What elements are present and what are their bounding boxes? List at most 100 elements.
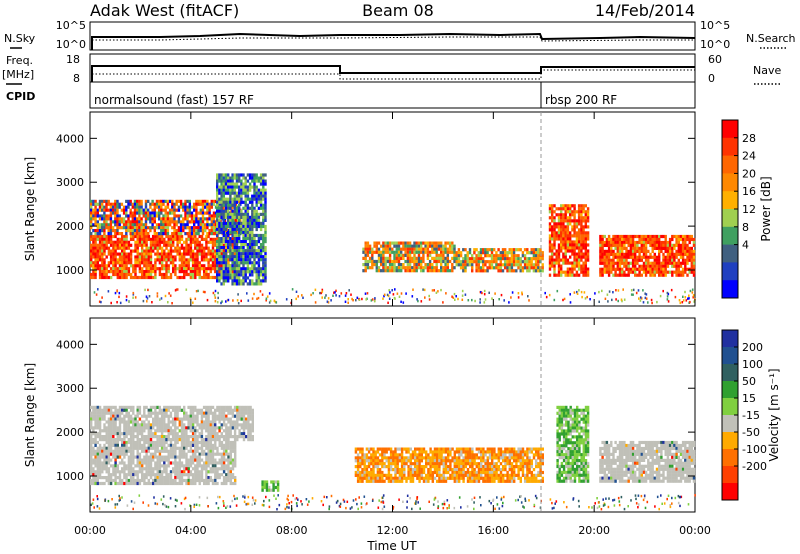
- range-cell: [193, 232, 196, 236]
- range-cell: [571, 267, 574, 271]
- range-cell: [251, 270, 254, 274]
- speckle-cell: [461, 289, 464, 293]
- range-cell: [132, 467, 135, 471]
- speckle-cell: [273, 299, 276, 302]
- range-cell: [163, 443, 166, 447]
- range-cell: [201, 229, 205, 233]
- range-cell: [189, 440, 193, 445]
- range-cell: [220, 473, 224, 477]
- power-near-range-speckle: [93, 288, 696, 305]
- range-cell: [163, 249, 166, 253]
- range-cell: [255, 209, 258, 213]
- range-cell: [121, 446, 124, 450]
- range-cell: [103, 446, 106, 450]
- range-cell: [94, 440, 97, 445]
- range-cell: [671, 249, 674, 253]
- range-cell: [238, 227, 241, 232]
- range-cell: [204, 223, 207, 227]
- speckle-cell: [132, 291, 135, 295]
- range-cell: [426, 244, 430, 248]
- range-cell: [224, 255, 228, 259]
- range-cell: [162, 199, 165, 203]
- range-cell: [616, 252, 619, 256]
- speckle-cell: [169, 294, 172, 297]
- range-cell: [653, 258, 656, 262]
- range-cell: [196, 461, 199, 465]
- range-cell: [453, 253, 456, 257]
- range-cell: [96, 211, 99, 215]
- range-cell: [116, 440, 119, 445]
- range-cell: [413, 269, 416, 273]
- speckle-cell: [227, 298, 230, 302]
- range-cell: [224, 258, 228, 262]
- speckle-cell: [442, 301, 444, 304]
- range-cell: [107, 452, 111, 456]
- range-cell: [235, 197, 239, 201]
- range-cell: [415, 263, 418, 267]
- range-cell: [242, 276, 245, 280]
- range-cell: [121, 261, 124, 265]
- range-cell: [551, 246, 554, 250]
- range-cell: [158, 470, 162, 474]
- speckle-cell: [682, 299, 685, 302]
- range-cell: [384, 269, 387, 273]
- range-cell: [442, 269, 445, 273]
- range-cell: [154, 481, 157, 486]
- range-cell: [185, 440, 188, 445]
- range-cell: [121, 267, 124, 271]
- range-cell: [118, 217, 121, 221]
- range-cell: [551, 264, 554, 268]
- range-cell: [634, 264, 637, 268]
- range-cell: [601, 252, 604, 256]
- range-cell: [631, 252, 635, 256]
- range-cell: [364, 244, 367, 248]
- range-cell: [194, 243, 197, 247]
- range-cell: [196, 449, 199, 453]
- range-cell: [96, 464, 99, 468]
- range-cell: [118, 446, 122, 450]
- range-cell: [653, 273, 656, 277]
- range-cell: [555, 261, 558, 265]
- range-cell: [160, 220, 163, 224]
- range-cell: [136, 229, 139, 233]
- range-cell: [194, 467, 197, 471]
- range-cell: [262, 173, 265, 177]
- range-cell: [459, 254, 463, 258]
- range-cell: [395, 241, 398, 245]
- range-cell: [553, 243, 556, 247]
- range-cell: [234, 252, 237, 256]
- range-cell: [253, 270, 256, 274]
- range-cell: [364, 253, 367, 257]
- range-cell: [562, 258, 565, 262]
- range-cell: [154, 440, 157, 445]
- range-cell: [145, 249, 148, 253]
- range-cell: [220, 200, 223, 204]
- range-cell: [229, 218, 232, 222]
- range-cell: [131, 220, 134, 224]
- range-cell: [129, 478, 133, 483]
- range-cell: [233, 191, 236, 195]
- velocity-region-1: [90, 440, 237, 486]
- range-cell: [235, 224, 239, 229]
- range-cell: [562, 246, 565, 250]
- range-cell: [112, 255, 115, 259]
- range-cell: [420, 266, 423, 270]
- range-cell: [101, 449, 104, 453]
- range-cell: [510, 266, 514, 270]
- range-cell: [640, 243, 643, 247]
- range-cell: [109, 481, 113, 486]
- range-cell: [216, 197, 219, 201]
- range-cell: [185, 261, 188, 265]
- range-cell: [125, 223, 128, 227]
- range-cell: [160, 240, 164, 244]
- range-cell: [98, 217, 102, 221]
- range-cell: [393, 244, 396, 248]
- range-cell: [264, 249, 267, 253]
- range-cell: [149, 202, 152, 206]
- range-cell: [548, 204, 552, 208]
- range-cell: [573, 264, 576, 268]
- range-cell: [397, 244, 401, 248]
- range-cell: [205, 234, 208, 239]
- range-cell: [147, 226, 150, 230]
- speckle-cell: [670, 288, 673, 292]
